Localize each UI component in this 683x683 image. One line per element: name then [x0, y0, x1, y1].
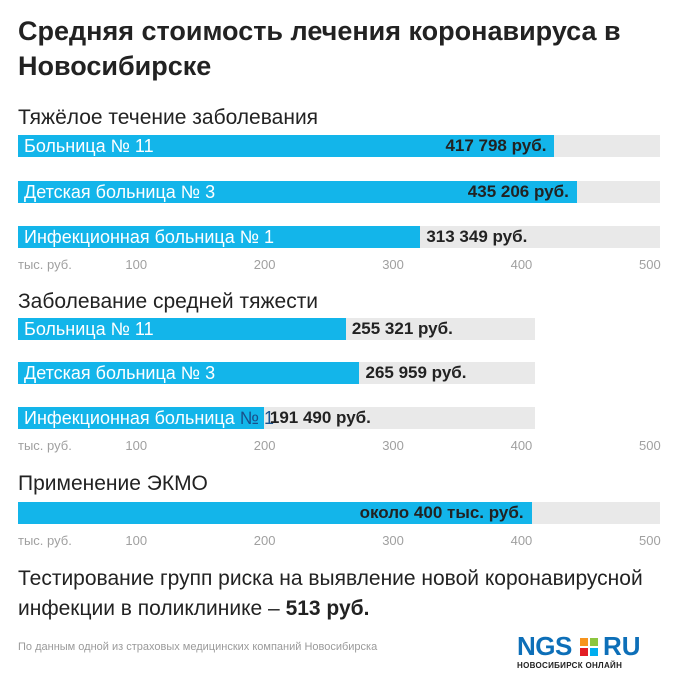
footer-note: Тестирование групп риска на выявление но… [18, 564, 668, 624]
bar-value-label: 435 206 руб. [467, 182, 569, 201]
bar-label-main: Инфекционная больница [24, 408, 235, 428]
bar-moderate-hospital-11: Больница № 11 255 321 руб. [18, 318, 535, 340]
x-axis: тыс. руб. 100 200 300 400 500 [18, 438, 661, 456]
bar-value-label: 313 349 руб. [426, 227, 528, 246]
axis-unit-label: тыс. руб. [18, 533, 72, 548]
bar-ecmo: около 400 тыс. руб. [18, 502, 660, 524]
bar-fill [18, 407, 264, 429]
bar-value-label: около 400 тыс. руб. [359, 503, 524, 522]
x-tick-label: 300 [382, 438, 404, 453]
bar-fill [18, 502, 532, 524]
axis-unit-label: тыс. руб. [18, 438, 72, 453]
x-tick-label: 100 [125, 438, 148, 453]
logo-word: NGS [517, 631, 572, 661]
bar-fill [18, 135, 555, 157]
x-tick-label: 100 [125, 533, 148, 548]
section-heading-severe: Тяжёлое течение заболевания [18, 106, 319, 129]
bar-fill [18, 362, 360, 384]
x-tick-label: 300 [382, 533, 404, 548]
bar-value-label: 417 798 руб. [445, 136, 547, 155]
bar-label: Детская больница № 3 [24, 363, 216, 383]
bar-value-label: 191 490 руб. [269, 408, 371, 427]
footer-text: Тестирование групп риска на выявление но… [18, 567, 643, 620]
section-heading-ecmo: Применение ЭКМО [18, 472, 208, 495]
x-tick-label: 400 [510, 438, 533, 453]
bar-label: Больница № 11 [24, 319, 154, 339]
source-note: По данным одной из страховых медицинских… [18, 641, 378, 653]
x-tick-label: 500 [639, 257, 661, 272]
x-tick-label: 200 [253, 438, 276, 453]
bar-moderate-infectious-hospital-1: Инфекционная больница № 1 191 490 руб. [18, 407, 535, 429]
x-tick-label: 300 [382, 257, 404, 272]
x-tick-label: 500 [639, 438, 661, 453]
x-tick-label: 200 [253, 257, 276, 272]
bar-moderate-childrens-hospital-3: Детская больница № 3 265 959 руб. [18, 362, 535, 384]
bar-fill [18, 226, 421, 248]
x-tick-label: 400 [510, 257, 533, 272]
bar-value-label: 265 959 руб. [365, 363, 467, 382]
x-tick-label: 100 [125, 257, 148, 272]
bar-label-overflow: № 1 [239, 408, 275, 428]
bar-severe-hospital-11: Больница № 11 417 798 руб. [18, 135, 660, 157]
logo-subtitle: НОВОСИБИРСК ОНЛАЙН [517, 661, 623, 670]
bar-label: Инфекционная больница № 1 [24, 407, 274, 429]
chart-title: Средняя стоимость лечения коронавируса в… [18, 16, 621, 81]
x-tick-label: 500 [639, 533, 661, 548]
bar-label: Детская больница № 3 [24, 182, 216, 202]
logo-suffix: RU [603, 631, 641, 661]
bar-value-label: 255 321 руб. [351, 319, 453, 338]
footer-value: 513 руб. [285, 597, 370, 620]
bar-label: Больница № 11 [24, 136, 154, 156]
bar-fill [18, 181, 577, 203]
x-axis: тыс. руб. 100 200 300 400 500 [18, 257, 661, 275]
bar-label: Инфекционная больница № 1 [24, 227, 275, 247]
bar-fill [18, 318, 346, 340]
bar-severe-childrens-hospital-3: Детская больница № 3 435 206 руб. [18, 181, 660, 203]
section-heading-moderate: Заболевание средней тяжести [18, 290, 319, 313]
x-tick-label: 400 [510, 533, 533, 548]
axis-unit-label: тыс. руб. [18, 257, 72, 272]
logo-grid-icon [580, 638, 598, 656]
bar-severe-infectious-hospital-1: Инфекционная больница № 1 313 349 руб. [18, 226, 660, 248]
x-tick-label: 200 [253, 533, 276, 548]
x-axis: тыс. руб. 100 200 300 400 500 [18, 533, 661, 551]
ngs-logo[interactable]: NGS RU НОВОСИБИРСК ОНЛАЙН [517, 632, 667, 672]
